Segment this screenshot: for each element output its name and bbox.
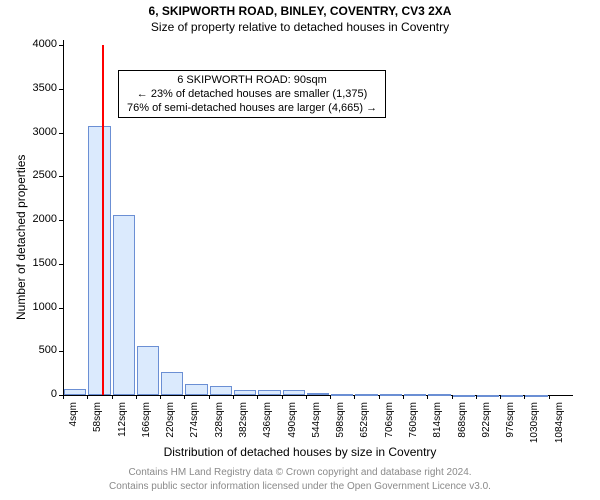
y-tick bbox=[59, 176, 63, 177]
histogram-bar bbox=[88, 126, 110, 396]
histogram-bar bbox=[428, 394, 450, 396]
histogram-bar bbox=[331, 394, 353, 396]
source-line-1: Contains HM Land Registry data © Crown c… bbox=[0, 467, 600, 478]
histogram-bar bbox=[185, 384, 207, 395]
y-tick-label: 1500 bbox=[23, 257, 57, 269]
x-tick bbox=[306, 395, 307, 399]
x-tick bbox=[87, 395, 88, 399]
y-tick-label: 1000 bbox=[23, 301, 57, 313]
chart-subtitle: Size of property relative to detached ho… bbox=[0, 20, 600, 34]
histogram-bar bbox=[234, 390, 256, 395]
callout-line: 6 SKIPWORTH ROAD: 90sqm bbox=[127, 73, 377, 87]
x-tick bbox=[136, 395, 137, 399]
y-axis bbox=[63, 40, 64, 395]
chart-container: { "title": { "line1": "6, SKIPWORTH ROAD… bbox=[0, 0, 600, 500]
x-tick bbox=[354, 395, 355, 399]
x-tick bbox=[379, 395, 380, 399]
y-tick bbox=[59, 264, 63, 265]
histogram-bar bbox=[64, 389, 86, 395]
histogram-bar bbox=[404, 394, 426, 396]
histogram-bar bbox=[525, 395, 547, 397]
y-tick-label: 0 bbox=[23, 388, 57, 400]
histogram-bar bbox=[258, 390, 280, 395]
plot-area: 050010001500200025003000350040004sqm58sq… bbox=[63, 45, 573, 395]
histogram-bar bbox=[380, 394, 402, 396]
histogram-bar bbox=[137, 346, 159, 395]
y-tick bbox=[59, 351, 63, 352]
histogram-bar bbox=[161, 372, 183, 395]
histogram-bar bbox=[113, 215, 135, 395]
histogram-bar bbox=[210, 386, 232, 395]
x-tick bbox=[549, 395, 550, 399]
histogram-bar bbox=[477, 395, 499, 397]
histogram-bar bbox=[501, 395, 523, 397]
x-tick bbox=[63, 395, 64, 399]
property-marker-line bbox=[102, 45, 104, 395]
y-tick bbox=[59, 308, 63, 309]
x-tick bbox=[282, 395, 283, 399]
x-tick bbox=[112, 395, 113, 399]
x-tick bbox=[500, 395, 501, 399]
x-tick bbox=[257, 395, 258, 399]
y-tick bbox=[59, 45, 63, 46]
source-line-2: Contains public sector information licen… bbox=[0, 481, 600, 492]
y-tick-label: 2500 bbox=[23, 169, 57, 181]
callout-line: ← 23% of detached houses are smaller (1,… bbox=[127, 87, 377, 101]
y-tick bbox=[59, 89, 63, 90]
y-tick-label: 3500 bbox=[23, 82, 57, 94]
histogram-bar bbox=[283, 390, 305, 395]
x-tick bbox=[452, 395, 453, 399]
y-tick bbox=[59, 220, 63, 221]
callout-box: 6 SKIPWORTH ROAD: 90sqm← 23% of detached… bbox=[118, 70, 386, 118]
x-tick bbox=[476, 395, 477, 399]
y-tick-label: 3000 bbox=[23, 126, 57, 138]
x-tick bbox=[427, 395, 428, 399]
histogram-bar bbox=[355, 394, 377, 396]
x-tick bbox=[184, 395, 185, 399]
y-tick-label: 4000 bbox=[23, 38, 57, 50]
y-tick-label: 2000 bbox=[23, 213, 57, 225]
x-axis-label: Distribution of detached houses by size … bbox=[0, 445, 600, 459]
y-tick-label: 500 bbox=[23, 344, 57, 356]
x-tick bbox=[524, 395, 525, 399]
chart-title: 6, SKIPWORTH ROAD, BINLEY, COVENTRY, CV3… bbox=[0, 4, 600, 18]
histogram-bar bbox=[453, 395, 475, 397]
x-tick bbox=[330, 395, 331, 399]
y-tick bbox=[59, 133, 63, 134]
x-tick bbox=[209, 395, 210, 399]
callout-line: 76% of semi-detached houses are larger (… bbox=[127, 101, 377, 115]
x-tick bbox=[233, 395, 234, 399]
histogram-bar bbox=[307, 393, 329, 395]
x-tick bbox=[160, 395, 161, 399]
x-tick bbox=[403, 395, 404, 399]
